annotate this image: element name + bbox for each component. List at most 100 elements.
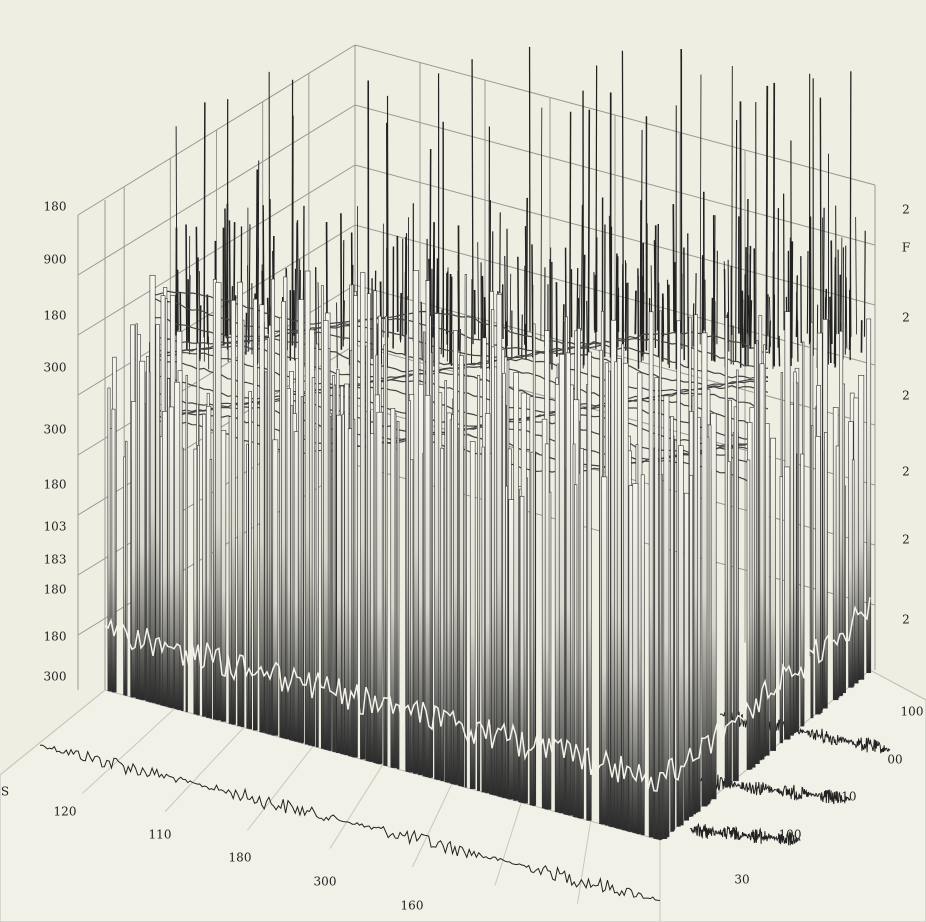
right-axis-label: 2 xyxy=(902,533,910,547)
front-spike xyxy=(858,375,865,680)
front-spike xyxy=(532,323,536,807)
front-spike xyxy=(406,298,409,772)
front-spike xyxy=(746,459,751,770)
back-spike xyxy=(855,216,857,335)
front-spike xyxy=(693,314,698,813)
front-spike xyxy=(477,375,481,791)
back-spike xyxy=(509,273,512,331)
front-spike xyxy=(444,380,447,783)
back-spike xyxy=(504,256,507,350)
back-spike xyxy=(471,59,474,345)
front-spike xyxy=(193,448,198,715)
front-spike xyxy=(701,332,708,807)
front-spike xyxy=(272,439,279,736)
back-spike xyxy=(653,240,657,348)
back-spikes xyxy=(175,46,866,370)
back-spike xyxy=(692,303,695,347)
back-spike xyxy=(317,282,320,348)
front-spike xyxy=(835,445,840,698)
front-spike xyxy=(839,330,844,696)
back-spike xyxy=(765,85,769,351)
right-axis-label: 2 xyxy=(902,613,910,627)
back-spike xyxy=(521,314,523,359)
back-spike xyxy=(405,245,408,346)
back-spike xyxy=(586,300,588,356)
floor-line xyxy=(329,764,383,849)
back-spike xyxy=(642,292,645,361)
back-spike xyxy=(778,335,781,367)
front-spike xyxy=(202,413,207,717)
floor-line xyxy=(577,821,592,904)
front-spike xyxy=(654,377,659,839)
front-spike xyxy=(366,293,371,762)
front-spike xyxy=(684,492,690,821)
front-spikes xyxy=(104,270,872,841)
front-spike xyxy=(484,413,491,794)
ridge xyxy=(149,290,769,353)
front-spike xyxy=(336,414,342,753)
back-spike xyxy=(666,279,669,365)
back-spike xyxy=(749,254,752,349)
front-spike xyxy=(502,372,506,798)
back-spike xyxy=(386,95,389,338)
front-spike xyxy=(424,394,431,777)
left-axis-label: 180 xyxy=(44,583,67,597)
front-spike xyxy=(315,343,319,748)
back-spike xyxy=(440,309,443,355)
bottom-axis-label: 300 xyxy=(314,875,337,889)
front-spike xyxy=(246,443,249,729)
front-spike xyxy=(784,466,791,740)
right-axis-label: 2 xyxy=(902,203,910,217)
right-axis-label: 2 xyxy=(902,311,910,325)
front-spike xyxy=(587,351,592,821)
waveform xyxy=(689,822,801,846)
front-spike xyxy=(311,377,316,747)
front-spike xyxy=(464,274,467,788)
front-spike xyxy=(608,370,611,827)
back-spike xyxy=(672,204,675,332)
front-spike xyxy=(248,391,252,730)
floor-line xyxy=(0,689,106,776)
front-spike xyxy=(293,431,299,742)
bottom-axis-label: 120 xyxy=(54,805,77,819)
front-spike xyxy=(756,340,759,763)
front-spike xyxy=(376,411,383,764)
bottom-axis-label: 110 xyxy=(149,828,172,842)
front-spike xyxy=(390,407,396,768)
front-spike xyxy=(622,362,629,831)
left-axis-label: 180 xyxy=(44,630,67,644)
front-spike xyxy=(689,474,694,817)
front-spike xyxy=(322,320,329,750)
back-spike xyxy=(343,300,345,341)
left-axis-label: 180 xyxy=(44,478,67,492)
front-spike xyxy=(209,459,213,719)
front-spike xyxy=(215,282,222,721)
back-spike xyxy=(185,224,188,351)
front-spike xyxy=(459,355,464,787)
front-spike xyxy=(453,330,458,785)
front-spike xyxy=(759,363,765,760)
wall-line xyxy=(354,104,876,246)
front-spike xyxy=(779,476,783,744)
back-spike xyxy=(624,282,628,351)
front-spike xyxy=(554,384,560,812)
front-spike xyxy=(197,445,200,716)
back-spike xyxy=(587,109,591,366)
back-spike xyxy=(245,312,248,355)
front-spike xyxy=(155,324,160,705)
front-spike xyxy=(663,395,670,838)
front-spike xyxy=(659,310,662,841)
front-spike xyxy=(469,441,476,790)
front-spike xyxy=(558,354,565,814)
front-spike xyxy=(300,396,304,744)
front-spike xyxy=(333,384,336,753)
floor-line xyxy=(247,745,314,831)
back-spike xyxy=(849,71,852,361)
back-spike xyxy=(819,97,822,362)
front-spike xyxy=(281,301,286,739)
front-spike xyxy=(496,293,503,797)
front-spike xyxy=(146,356,150,702)
back-spike xyxy=(336,302,338,369)
left-axis-label: 300 xyxy=(44,670,67,684)
